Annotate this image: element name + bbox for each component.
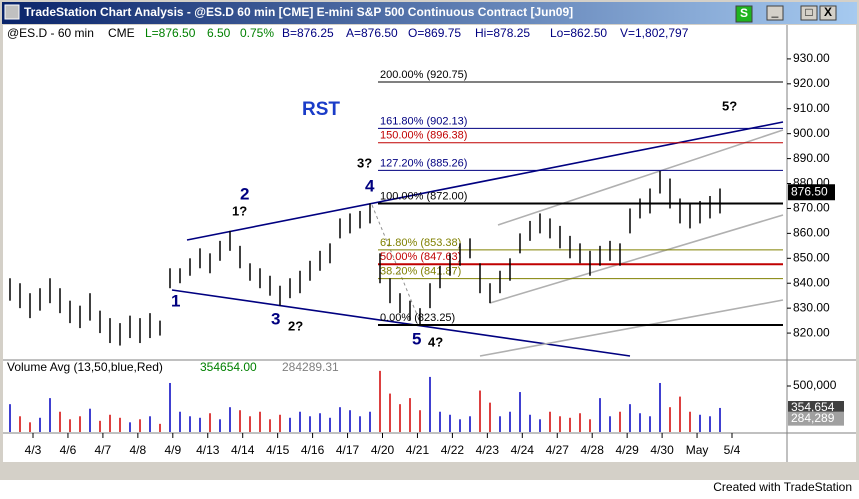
channel-line [497,129,784,226]
study-avg: 284289.31 [282,360,339,374]
date-label: 4/22 [441,443,465,457]
high: Hi=878.25 [475,26,530,40]
date-label: 4/23 [476,443,500,457]
volume-marker-label: 354,654 [791,400,835,414]
fib-label: 50.00% (847.63) [380,251,461,263]
bars [9,171,721,346]
date-label: 4/30 [650,443,674,457]
date-label: May [686,443,709,457]
fib-label: 100.00% (872.00) [380,190,467,202]
date-label: 4/27 [546,443,570,457]
volume: V=1,802,797 [620,26,689,40]
fib-group: 200.00% (920.75) 161.80% (902.13) 150.00% … [378,69,783,326]
fib-label: 200.00% (920.75) [380,69,467,81]
y-tick-label: 830.00 [793,300,830,314]
date-label: 4/13 [196,443,220,457]
last-price-box [788,184,835,201]
title-bar [2,2,857,24]
y-tick-label: 920.00 [793,76,830,90]
y-tick-label: 890.00 [793,151,830,165]
fib-label: 61.80% (853.38) [380,237,461,249]
channel-line [479,299,784,357]
wave-label: 5? [722,98,737,113]
volume-marker-label: 284,289 [791,411,835,425]
date-label: 4/24 [511,443,535,457]
annotation: RST [302,99,340,120]
bid: B=876.25 [282,26,334,40]
wave-label: 4 [365,176,375,195]
ask: A=876.50 [346,26,398,40]
fib-label: 0.00% (823.25) [380,312,455,324]
date-label: 4/16 [301,443,325,457]
last: L=876.50 [145,26,196,40]
trend-line [186,121,784,241]
y-tick-label: 900.00 [793,126,830,140]
change-pct: 0.75% [240,26,274,40]
wave-label: 2 [240,184,249,203]
y-tick-label: 930.00 [793,51,830,65]
maximize-button[interactable] [800,5,818,21]
wave-label: 1? [232,203,247,218]
date-label: 4/21 [406,443,430,457]
fib-label: 38.20% (841.87) [380,265,461,277]
date-label: 4/9 [164,443,181,457]
volume-tick-label: 500,000 [793,378,837,392]
maximize-label[interactable]: □ [805,5,812,19]
study-name: Volume Avg (13,50,blue,Red) [7,360,163,374]
date-label: 4/7 [95,443,112,457]
y-tick-label: 910.00 [793,101,830,115]
date-label: 5/4 [724,443,741,457]
app-icon [4,4,20,20]
date-label: 4/6 [60,443,77,457]
s-button[interactable] [735,5,753,23]
y-tick-label: 870.00 [793,201,830,215]
y-tick-label: 820.00 [793,325,830,339]
date-label: 4/3 [25,443,42,457]
close-button[interactable] [819,5,837,21]
date-label: 4/8 [130,443,147,457]
date-label: 4/29 [615,443,639,457]
change: 6.50 [207,26,231,40]
channel-line [489,214,784,304]
trend-line [171,289,631,357]
low: Lo=862.50 [550,26,607,40]
volume-marker [788,400,844,415]
wave-label: 2? [288,318,303,333]
date-label: 4/15 [266,443,290,457]
open: O=869.75 [408,26,461,40]
last-price-label: 876.50 [791,184,828,198]
s-button-label[interactable]: S [740,6,748,20]
wave-label: 3? [357,155,372,170]
window-title: TradeStation Chart Analysis - @ES.D 60 m… [24,5,573,19]
close-label[interactable]: X [824,5,832,19]
volume-marker [788,411,844,426]
fib-label: 127.20% (885.26) [380,157,467,169]
date-label: 4/17 [336,443,360,457]
minimize-button[interactable] [766,5,784,21]
symbol: @ES.D - 60 min [7,26,94,40]
y-tick-label: 850.00 [793,250,830,264]
fib-label: 150.00% (896.38) [380,130,467,142]
y-tick-label: 860.00 [793,226,830,240]
footer-area [0,480,859,494]
study-value: 354654.00 [200,360,257,374]
footer: Created with TradeStation [713,480,852,494]
date-label: 4/20 [371,443,395,457]
date-label: 4/14 [231,443,255,457]
minimize-label[interactable]: _ [771,4,779,18]
fib-label: 161.80% (902.13) [380,115,467,127]
date-label: 4/28 [581,443,605,457]
wave-label: 3 [271,309,280,328]
wave-label: 5 [412,329,421,348]
wave-label: 4? [428,334,443,349]
y-tick-label: 840.00 [793,275,830,289]
wave-label: 1 [171,291,180,310]
exchange: CME [108,26,135,40]
